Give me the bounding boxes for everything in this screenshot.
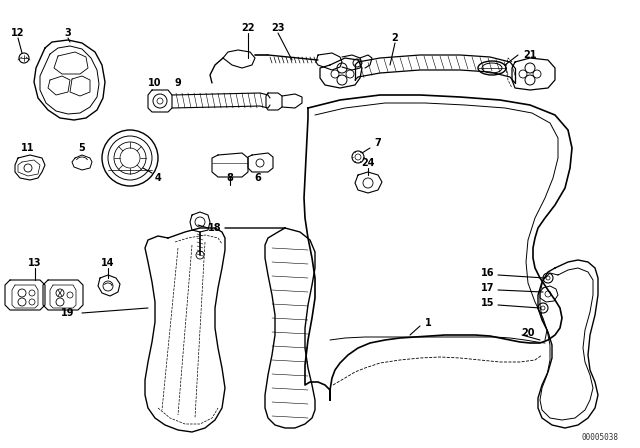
Text: 14: 14	[101, 258, 115, 268]
Text: 22: 22	[241, 23, 255, 33]
Text: 11: 11	[21, 143, 35, 153]
Text: 9: 9	[175, 78, 181, 88]
Text: 7: 7	[374, 138, 381, 148]
Text: 21: 21	[524, 50, 537, 60]
Text: 19: 19	[61, 308, 75, 318]
Text: 5: 5	[79, 143, 85, 153]
Text: 1: 1	[424, 318, 431, 328]
Text: 4: 4	[155, 173, 161, 183]
Text: 3: 3	[65, 28, 72, 38]
Text: 8: 8	[227, 173, 234, 183]
Text: 20: 20	[521, 328, 535, 338]
Text: 24: 24	[361, 158, 375, 168]
Text: 13: 13	[28, 258, 42, 268]
Text: 10: 10	[148, 78, 162, 88]
Text: 18: 18	[208, 223, 222, 233]
Text: 6: 6	[255, 173, 261, 183]
Text: 17: 17	[481, 283, 495, 293]
Text: 00005038: 00005038	[582, 434, 618, 443]
Text: 15: 15	[481, 298, 495, 308]
Text: 2: 2	[392, 33, 398, 43]
Text: 23: 23	[271, 23, 285, 33]
Text: 16: 16	[481, 268, 495, 278]
Text: 12: 12	[12, 28, 25, 38]
